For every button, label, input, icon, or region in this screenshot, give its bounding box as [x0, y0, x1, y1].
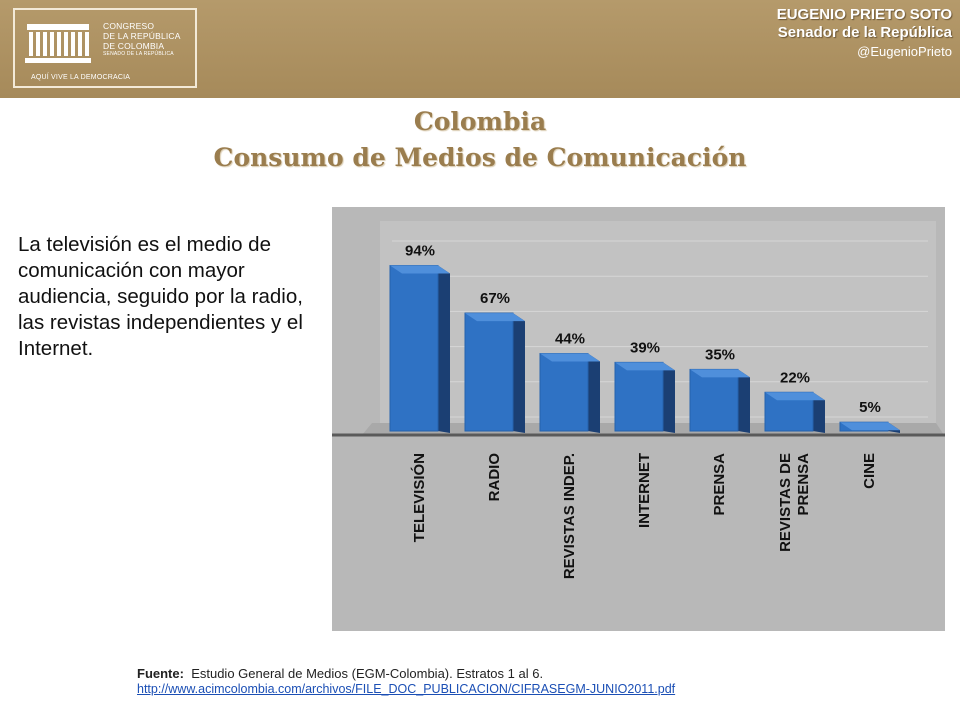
logo-line: DE LA REPÚBLICA	[103, 31, 181, 41]
senator-name: EUGENIO PRIETO SOTO	[776, 6, 952, 23]
bar-chart: 94% TELEVISIÓN 67% RADIO 44% REVISTAS INDEP. 3…	[332, 221, 945, 579]
bar-top	[615, 362, 675, 371]
bar-side	[588, 353, 600, 433]
bar	[389, 265, 439, 432]
source-label: Fuente:	[137, 666, 184, 681]
category-label: PRENSA	[795, 453, 812, 516]
logo-text: CONGRESO DE LA REPÚBLICA DE COLOMBIA SEN…	[103, 21, 181, 58]
category-label: INTERNET	[636, 453, 653, 528]
data-label: 35%	[705, 346, 735, 363]
congress-logo: CONGRESO DE LA REPÚBLICA DE COLOMBIA SEN…	[13, 8, 197, 88]
capitol-building-icon	[25, 24, 91, 63]
bar-side	[663, 362, 675, 433]
data-label: 22%	[780, 369, 810, 386]
page-subtitle: Consumo de Medios de Comunicación	[213, 143, 747, 172]
bar	[539, 353, 589, 432]
category-label: RADIO	[486, 453, 503, 502]
logo-motto: AQUÍ VIVE LA DEMOCRACIA	[31, 74, 131, 81]
bar	[614, 361, 664, 432]
source-note: Fuente: Estudio General de Medios (EGM-C…	[137, 666, 675, 696]
category-label: REVISTAS INDEP.	[561, 453, 578, 579]
bar-side	[813, 392, 825, 433]
bar-side	[438, 265, 450, 433]
source-text: Estudio General de Medios (EGM-Colombia)…	[191, 666, 544, 681]
category-label: REVISTAS DE	[777, 453, 794, 552]
source-link[interactable]: http://www.acimcolombia.com/archivos/FIL…	[137, 682, 676, 696]
logo-line: CONGRESO	[103, 21, 155, 31]
data-label: 39%	[630, 339, 660, 356]
bar-top	[840, 422, 900, 431]
bar-top	[390, 265, 450, 274]
bar-top	[540, 353, 600, 362]
category-label: TELEVISIÓN	[410, 453, 428, 542]
logo-line: DE COLOMBIA	[103, 41, 165, 51]
page-title: Colombia	[413, 107, 547, 136]
twitter-handle: @EugenioPrieto	[857, 44, 952, 59]
bar	[464, 312, 514, 432]
category-label: PRENSA	[711, 453, 728, 516]
bar-top	[465, 313, 525, 322]
bar-side	[513, 313, 525, 433]
logo-line: SENADO DE LA REPÚBLICA	[103, 51, 174, 57]
header-banner: CONGRESO DE LA REPÚBLICA DE COLOMBIA SEN…	[0, 0, 960, 98]
bar-top	[690, 369, 750, 378]
summary-text: La televisión es el medio de comunicació…	[18, 233, 303, 360]
senator-role: Senador de la República	[777, 24, 952, 41]
bar-side	[738, 369, 750, 433]
data-label: 44%	[555, 331, 585, 348]
data-label: 5%	[859, 399, 881, 416]
chart-area: 94% TELEVISIÓN 67% RADIO 44% REVISTAS INDEP. 3…	[332, 207, 945, 631]
category-label: CINE	[861, 453, 878, 489]
senator-block: EUGENIO PRIETO SOTO Senador de la Repúbl…	[777, 6, 952, 59]
data-label: 94%	[405, 243, 435, 260]
bar-top	[765, 392, 825, 401]
bar	[689, 368, 739, 432]
data-label: 67%	[480, 290, 510, 307]
